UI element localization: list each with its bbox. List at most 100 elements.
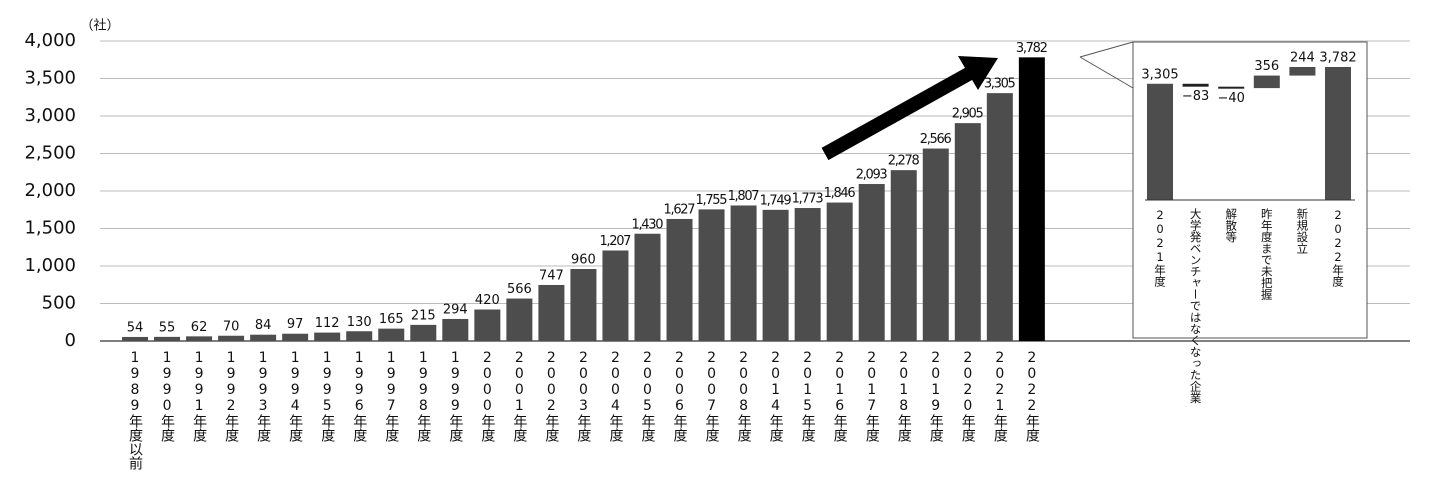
x-tick-label: 2004年度 bbox=[607, 350, 623, 442]
bar bbox=[858, 184, 885, 341]
data-label: 55 bbox=[159, 320, 176, 335]
trend-arrow bbox=[821, 65, 976, 161]
bar bbox=[730, 205, 757, 341]
bar bbox=[794, 208, 821, 341]
data-label: 1,846 bbox=[824, 186, 856, 201]
data-label: 3,782 bbox=[1016, 41, 1048, 56]
x-tick-label: 2015年度 bbox=[800, 350, 816, 442]
x-tick-label: 2008年度 bbox=[736, 350, 752, 442]
y-tick-label: 3,500 bbox=[24, 68, 76, 89]
data-label: 3,305 bbox=[1141, 67, 1178, 82]
inset-category-label: 昨年度まで未把握 bbox=[1260, 208, 1274, 301]
x-tick-label: 2021年度 bbox=[992, 350, 1008, 442]
x-tick-label: 1989年度以前 bbox=[127, 350, 143, 471]
x-tick-label: 2005年度 bbox=[639, 350, 655, 442]
data-label: 1,773 bbox=[792, 192, 824, 207]
x-tick-label: 2002年度 bbox=[543, 350, 559, 442]
data-label: 2,093 bbox=[856, 168, 888, 183]
y-tick-label: 1,500 bbox=[24, 218, 76, 239]
bar bbox=[282, 333, 309, 341]
bar bbox=[122, 336, 149, 341]
x-tick-label: 2006年度 bbox=[672, 350, 688, 442]
x-tick-label: 1991年度 bbox=[191, 350, 207, 442]
bar bbox=[154, 336, 181, 341]
data-label: 84 bbox=[255, 318, 272, 333]
y-tick-label: 500 bbox=[42, 293, 76, 314]
bar bbox=[570, 269, 597, 341]
x-tick-label: 1993年度 bbox=[255, 350, 271, 442]
x-tick-label: 1998年度 bbox=[415, 350, 431, 442]
bar bbox=[922, 148, 949, 341]
bar bbox=[634, 233, 661, 341]
waterfall-bar bbox=[1253, 75, 1280, 89]
bar bbox=[474, 309, 501, 341]
bar bbox=[602, 250, 629, 341]
bar bbox=[506, 298, 533, 341]
data-label: 747 bbox=[539, 268, 564, 283]
x-tick-label: 1992年度 bbox=[223, 350, 239, 442]
data-label: 1,755 bbox=[696, 193, 728, 208]
data-label: 70 bbox=[223, 319, 240, 334]
x-tick-label: 1990年度 bbox=[159, 350, 175, 442]
data-label: 1,430 bbox=[631, 217, 663, 232]
bar bbox=[762, 209, 789, 341]
callout-line bbox=[1079, 56, 1134, 89]
data-label: 112 bbox=[315, 316, 340, 331]
data-label: 960 bbox=[571, 253, 596, 268]
data-label: 2,905 bbox=[952, 107, 984, 122]
unit-label: （社） bbox=[80, 18, 119, 34]
data-label: 566 bbox=[507, 282, 532, 297]
bar bbox=[986, 93, 1013, 341]
bar bbox=[250, 334, 277, 341]
bar bbox=[698, 209, 725, 341]
x-tick-label: 2014年度 bbox=[768, 350, 784, 442]
waterfall-bar bbox=[1218, 86, 1245, 89]
inset-category-label: 2022年度 bbox=[1331, 208, 1345, 288]
data-label: 1,627 bbox=[664, 202, 696, 217]
inset-category-label: 解散等 bbox=[1224, 207, 1238, 242]
bar bbox=[186, 336, 213, 341]
data-label: 3,782 bbox=[1319, 51, 1356, 66]
y-tick-label: 2,500 bbox=[24, 143, 76, 164]
y-tick-label: 1,000 bbox=[24, 255, 76, 276]
data-label: 244 bbox=[1290, 51, 1315, 66]
x-tick-label: 2016年度 bbox=[832, 350, 848, 442]
data-label: −40 bbox=[1217, 91, 1244, 106]
bar bbox=[954, 123, 981, 341]
x-tick-label: 2007年度 bbox=[704, 350, 720, 442]
data-label: 2,278 bbox=[888, 154, 920, 169]
bar bbox=[346, 331, 373, 341]
y-tick-label: 0 bbox=[65, 330, 76, 351]
x-tick-label: 1997年度 bbox=[383, 350, 399, 442]
data-label: 1,207 bbox=[599, 234, 631, 249]
data-label: 54 bbox=[127, 320, 144, 335]
bar bbox=[442, 318, 469, 341]
x-tick-label: 2019年度 bbox=[928, 350, 944, 442]
inset-category-label: 2021年度 bbox=[1153, 208, 1167, 288]
bar bbox=[378, 328, 405, 341]
data-label: 165 bbox=[379, 312, 404, 327]
bar bbox=[890, 170, 917, 341]
y-tick-label: 3,000 bbox=[24, 105, 76, 126]
inset-category-label: 大学発ベンチャーではなくなった企業 bbox=[1189, 207, 1203, 403]
x-tick-label: 2001年度 bbox=[511, 350, 527, 442]
waterfall-bar bbox=[1182, 83, 1209, 87]
data-label: 215 bbox=[411, 308, 436, 323]
bar bbox=[218, 335, 245, 341]
data-label: 130 bbox=[347, 315, 372, 330]
x-tick-label: 2017年度 bbox=[864, 350, 880, 442]
data-label: −83 bbox=[1182, 89, 1209, 104]
x-tick-label: 1999年度 bbox=[447, 350, 463, 442]
x-tick-label: 2003年度 bbox=[575, 350, 591, 442]
data-label: 97 bbox=[287, 317, 304, 332]
data-label: 1,807 bbox=[728, 189, 760, 204]
waterfall-bar bbox=[1289, 67, 1316, 76]
data-label: 62 bbox=[191, 320, 208, 335]
data-label: 294 bbox=[443, 302, 468, 317]
waterfall-bar bbox=[1147, 83, 1173, 200]
data-label: 3,305 bbox=[984, 77, 1016, 92]
data-label: 420 bbox=[475, 293, 500, 308]
bar bbox=[538, 284, 565, 341]
data-label: 1,749 bbox=[760, 193, 792, 208]
